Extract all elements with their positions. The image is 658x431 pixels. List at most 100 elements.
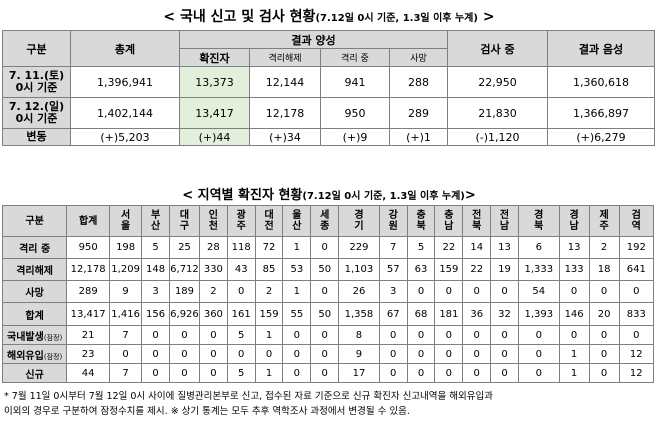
cell-value: 0: [517, 325, 560, 345]
cell-confirmed: 13,373: [179, 66, 250, 98]
cell-total: 12,178: [66, 258, 111, 281]
table-row: 신규 44 7 0 0 0 5 1 0 0 17 0 0 0 0 0 0 1 0 12: [1, 363, 655, 383]
cell-value: 833: [618, 302, 655, 326]
cell-negative: 1,366,897: [547, 97, 655, 129]
cell-value: 9: [109, 280, 143, 303]
row-label: 격리해제: [1, 258, 68, 281]
cell-testing: 22,950: [447, 66, 548, 98]
cell-value: 0: [169, 344, 200, 364]
cell-value: 53: [282, 258, 312, 281]
header-released: 격리해제: [249, 48, 321, 67]
cell-testing: (-)1,120: [447, 128, 548, 146]
header-category: 구분: [2, 30, 71, 67]
cell-value: 0: [462, 363, 492, 383]
cell-testing: 21,830: [447, 97, 548, 129]
row-label: 신규: [1, 363, 68, 383]
cell-value: 0: [406, 363, 436, 383]
cell-value: 118: [226, 236, 256, 259]
cell-value: 68: [406, 302, 436, 326]
cell-value: 2: [254, 280, 284, 303]
cell-value: 72: [254, 236, 284, 259]
header-negative: 결과 음성: [547, 30, 655, 67]
cell-value: 1: [254, 325, 284, 345]
table-row: 7. 11.(토) 0시 기준 1,396,941 13,373 12,144 9…: [2, 66, 655, 98]
cell-value: 7: [378, 236, 408, 259]
cell-value: 0: [310, 280, 340, 303]
row-label: 변동: [2, 128, 71, 146]
header-confirmed: 확진자: [179, 48, 250, 67]
cell-value: 1,333: [517, 258, 560, 281]
cell-value: 0: [618, 325, 655, 345]
row-label: 해외유입(잠정): [1, 344, 68, 364]
header-positive: 결과 양성: [179, 30, 448, 49]
cell-value: 3: [141, 280, 170, 303]
cell-value: 360: [198, 302, 228, 326]
cell-value: 6: [517, 236, 560, 259]
row-label: 7. 12.(일) 0시 기준: [2, 97, 71, 129]
cell-value: 12: [618, 344, 655, 364]
domestic-report-title: < 국내 신고 및 검사 현황(7.12일 0시 기준, 1.3일 이후 누계)…: [163, 9, 495, 25]
cell-value: 0: [462, 280, 492, 303]
cell-value: 13: [490, 236, 519, 259]
cell-value: 0: [310, 363, 340, 383]
cell-total: 13,417: [66, 302, 111, 326]
table-row: 격리해제 12,178 1,209 148 6,712 330 43 85 53 50 1,103 5…: [1, 258, 655, 281]
cell-deaths: (+)1: [389, 128, 448, 146]
header-category: 구분: [1, 205, 68, 237]
cell-value: 159: [434, 258, 464, 281]
cell-value: 0: [588, 325, 620, 345]
cell-value: 1,358: [338, 302, 380, 326]
cell-total: 21: [66, 325, 111, 345]
header-deaths: 사망: [389, 48, 448, 67]
cell-value: 641: [618, 258, 655, 281]
cell-isolated: (+)9: [320, 128, 390, 146]
cell-value: 181: [434, 302, 464, 326]
cell-value: 0: [310, 344, 340, 364]
cell-negative: 1,360,618: [547, 66, 655, 98]
cell-value: 32: [490, 302, 519, 326]
row-label: 합계: [1, 302, 68, 326]
cell-value: 50: [310, 302, 340, 326]
cell-value: 9: [338, 344, 380, 364]
cell-value: 1: [558, 344, 590, 364]
cell-value: 6,712: [169, 258, 200, 281]
cell-value: 0: [490, 280, 519, 303]
cell-value: 146: [558, 302, 590, 326]
cell-value: 0: [618, 280, 655, 303]
cell-value: 133: [558, 258, 590, 281]
cell-value: 0: [141, 325, 170, 345]
cell-value: 148: [141, 258, 170, 281]
cell-value: 0: [310, 325, 340, 345]
cell-value: 0: [406, 325, 436, 345]
cell-value: 0: [406, 344, 436, 364]
cell-value: 36: [462, 302, 492, 326]
header-total: 총계: [70, 30, 180, 67]
cell-value: 0: [434, 363, 464, 383]
cell-value: 0: [462, 325, 492, 345]
cell-value: 159: [254, 302, 284, 326]
cell-value: 7: [109, 325, 143, 345]
cell-value: 0: [434, 325, 464, 345]
cell-isolated: 950: [320, 97, 390, 129]
cell-value: 0: [169, 325, 200, 345]
cell-value: 50: [310, 258, 340, 281]
cell-total: 950: [66, 236, 111, 259]
cell-total: (+)5,203: [70, 128, 180, 146]
change-row: 변동 (+)5,203 (+)44 (+)34 (+)9 (+)1 (-)1,1…: [2, 128, 655, 146]
cell-total: 1,396,941: [70, 66, 180, 98]
cell-value: 25: [169, 236, 200, 259]
cell-value: 0: [558, 325, 590, 345]
cell-value: 0: [282, 325, 312, 345]
